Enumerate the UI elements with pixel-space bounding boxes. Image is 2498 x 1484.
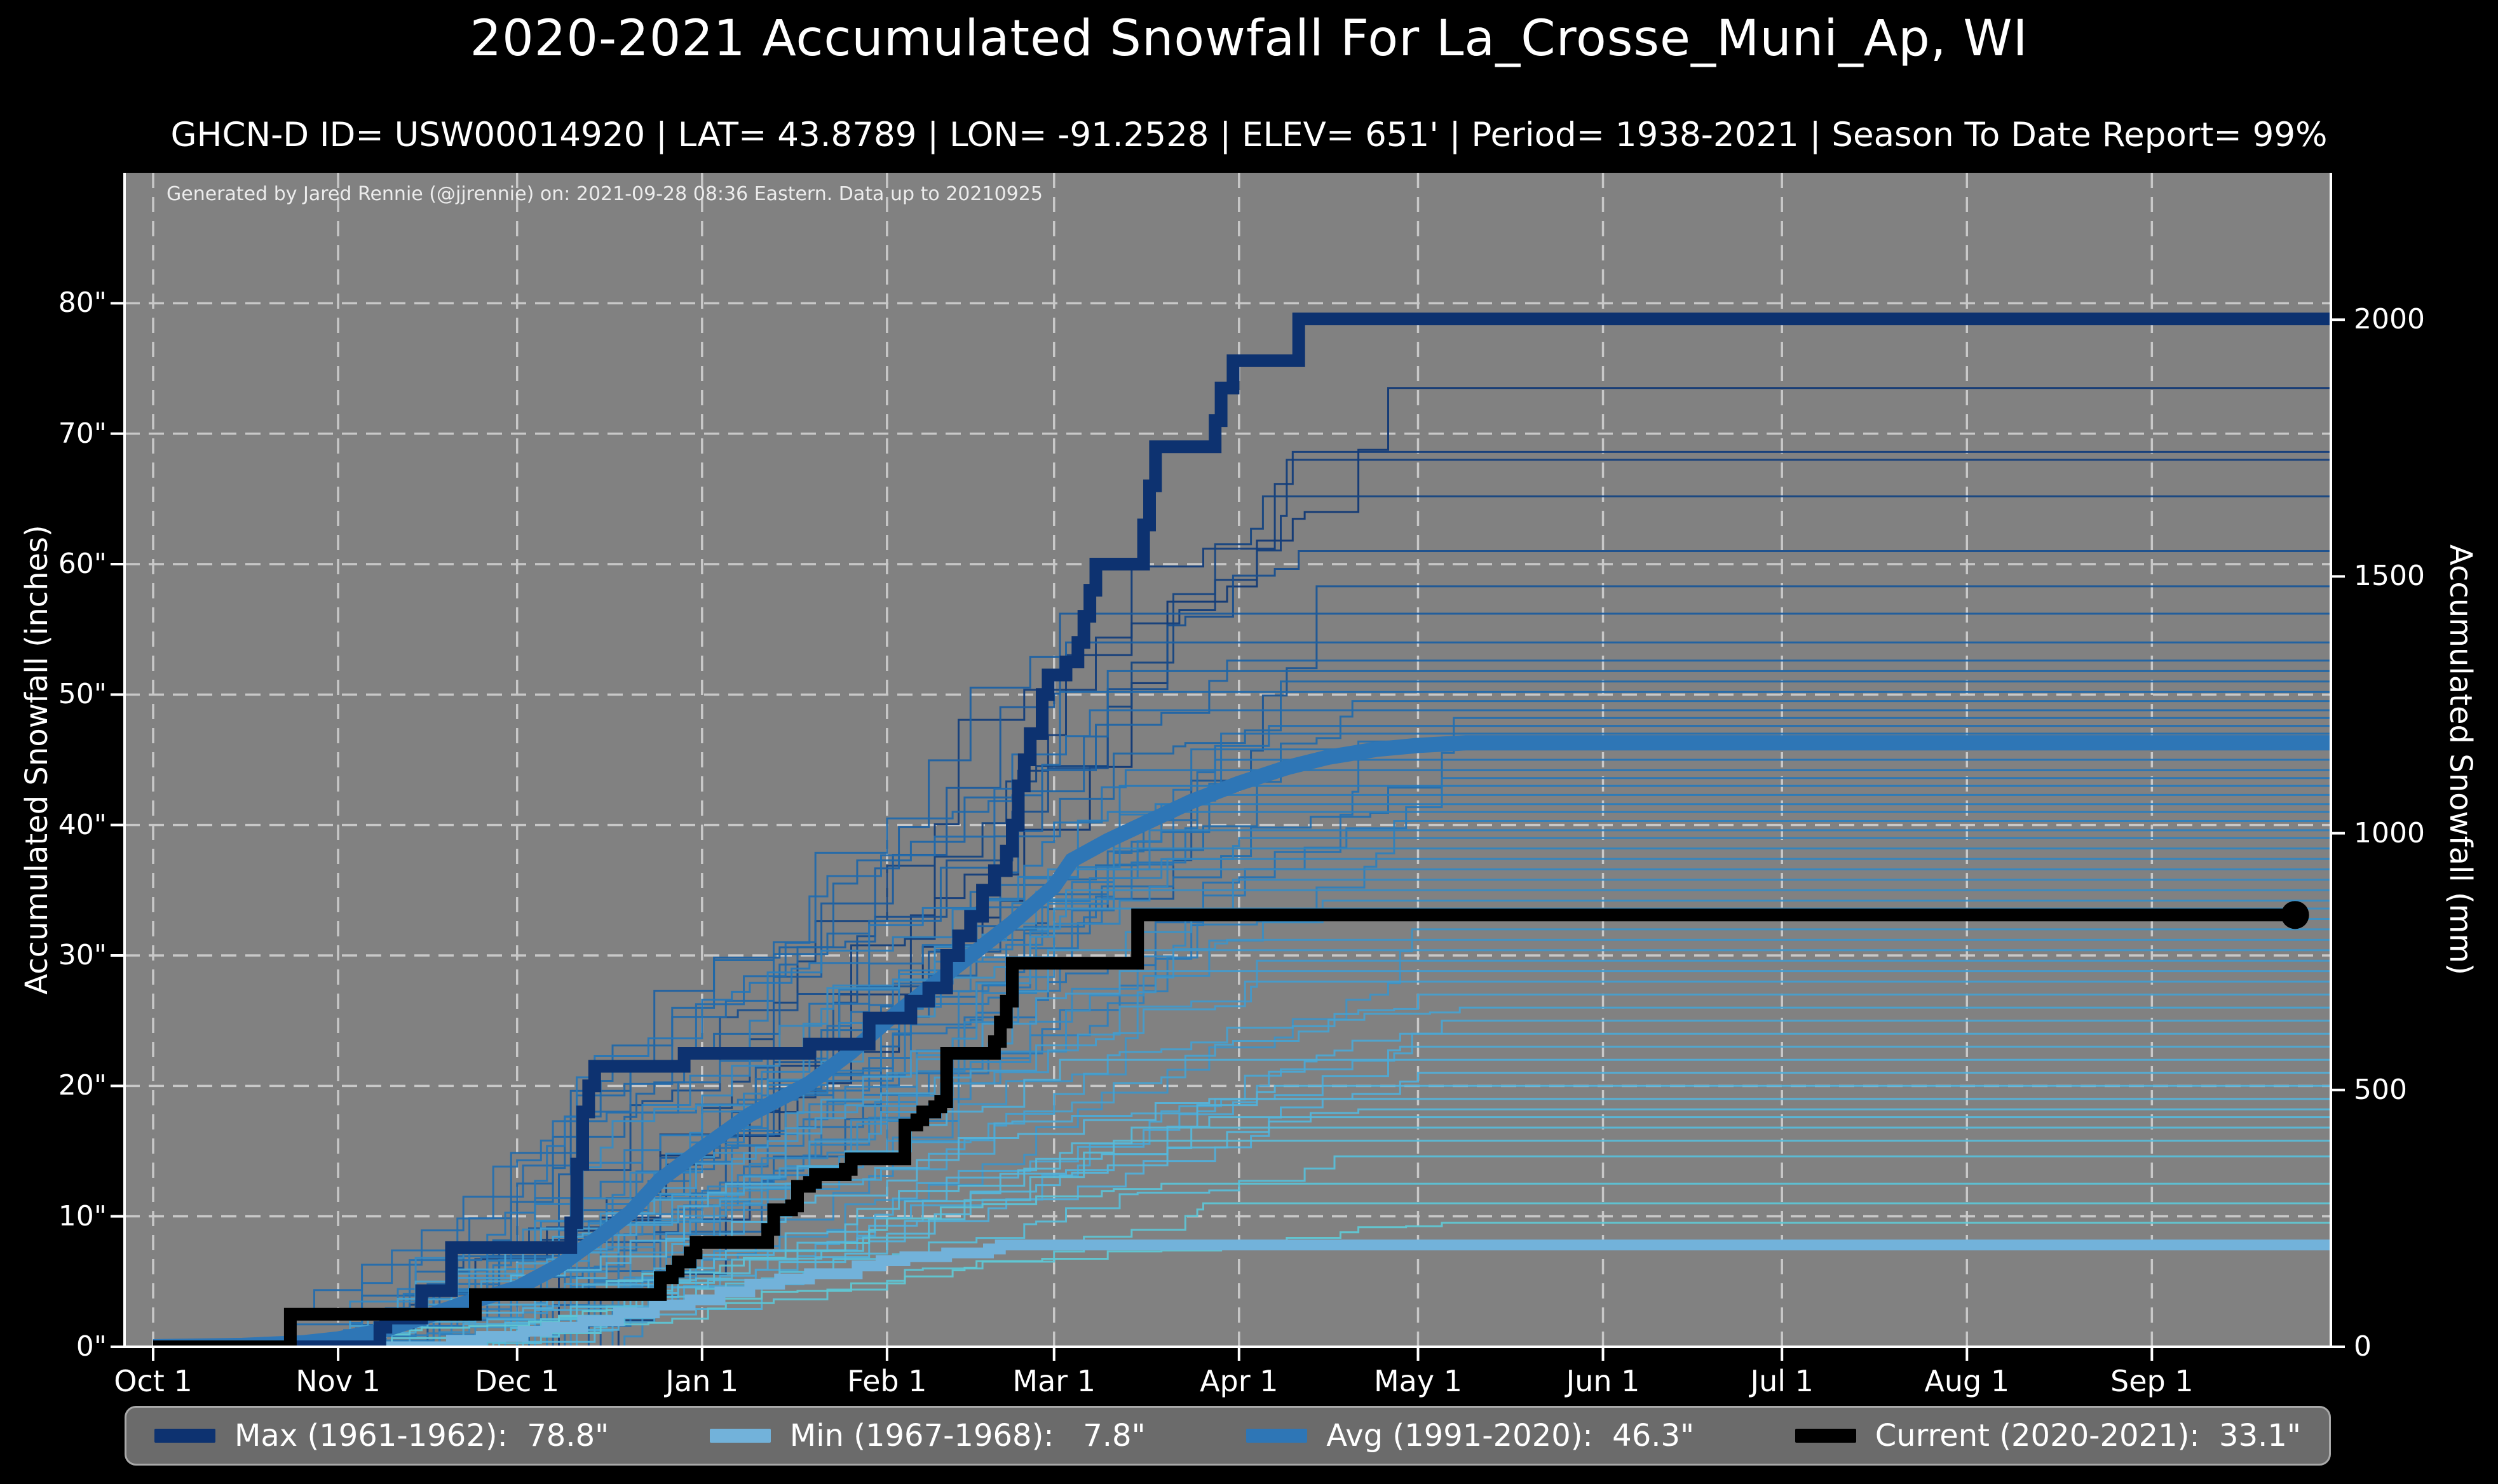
generated-by-annotation: Generated by Jared Rennie (@jjrennie) on…	[166, 183, 1043, 205]
legend-item-min: Min (1967-1968): 7.8"	[709, 1418, 1146, 1454]
y-tick-mm: 0	[2354, 1330, 2372, 1363]
y-tick-mm: 500	[2354, 1073, 2407, 1106]
x-tick-month: May 1	[1373, 1364, 1462, 1398]
historical-year-line	[153, 1020, 2331, 1347]
x-tick-month: Oct 1	[114, 1364, 193, 1398]
legend-item-avg: Avg (1991-2020): 46.3"	[1246, 1418, 1694, 1454]
tick-marks	[111, 302, 2345, 1361]
y-tick-inches: 40"	[58, 808, 107, 841]
x-tick-month: Aug 1	[1924, 1364, 2010, 1398]
y-tick-mm: 2000	[2354, 303, 2425, 336]
x-tick-month: Sep 1	[2110, 1364, 2194, 1398]
current-season-end-dot	[2281, 901, 2309, 929]
x-tick-month: Mar 1	[1012, 1364, 1096, 1398]
min-series-line	[153, 1239, 2331, 1347]
avg-legend-swatch	[1246, 1429, 1308, 1443]
y-tick-mm: 1500	[2354, 560, 2425, 593]
y-tick-inches: 50"	[58, 678, 107, 711]
gridlines	[125, 173, 2331, 1347]
historical-year-line	[153, 1140, 2331, 1347]
y-tick-inches: 60"	[58, 548, 107, 580]
y-tick-inches: 20"	[58, 1069, 107, 1102]
x-tick-month: Dec 1	[475, 1364, 560, 1398]
x-tick-month: Jan 1	[665, 1364, 739, 1398]
legend: Max (1961-1962): 78.8" Min (1967-1968): 7…	[125, 1406, 2331, 1466]
y-tick-inches: 10"	[58, 1199, 107, 1232]
historical-year-line	[153, 1072, 2331, 1347]
y-tick-inches: 80"	[58, 287, 107, 320]
current-legend-swatch	[1795, 1429, 1856, 1443]
x-tick-month: Jun 1	[1566, 1364, 1640, 1398]
legend-item-current: Current (2020-2021): 33.1"	[1795, 1418, 2301, 1454]
max-series-line	[153, 313, 2331, 1347]
y-tick-inches: 30"	[58, 939, 107, 971]
max-legend-label: Max (1961-1962): 78.8"	[234, 1418, 609, 1454]
x-tick-month: Jul 1	[1750, 1364, 1814, 1398]
x-tick-month: Feb 1	[847, 1364, 927, 1398]
station-metadata-subtitle: GHCN-D ID= USW00014920 | LAT= 43.8789 | …	[170, 116, 2328, 154]
axis-spines	[123, 173, 2332, 1348]
x-tick-month: Nov 1	[295, 1364, 381, 1398]
x-tick-month: Apr 1	[1200, 1364, 1279, 1398]
historical-year-line	[153, 709, 2331, 1347]
main-series-lines	[153, 313, 2331, 1347]
max-legend-swatch	[154, 1429, 215, 1443]
y-tick-mm: 1000	[2354, 816, 2425, 849]
y-tick-inches: 70"	[58, 417, 107, 450]
current-series-line	[153, 908, 2295, 1347]
legend-item-max: Max (1961-1962): 78.8"	[154, 1418, 609, 1454]
y-tick-inches: 0"	[76, 1330, 107, 1363]
page-title: 2020-2021 Accumulated Snowfall For La_Cr…	[470, 10, 2028, 67]
current-legend-label: Current (2020-2021): 33.1"	[1875, 1418, 2301, 1454]
avg-legend-label: Avg (1991-2020): 46.3"	[1326, 1418, 1695, 1454]
min-legend-swatch	[709, 1429, 771, 1443]
min-legend-label: Min (1967-1968): 7.8"	[789, 1418, 1146, 1454]
